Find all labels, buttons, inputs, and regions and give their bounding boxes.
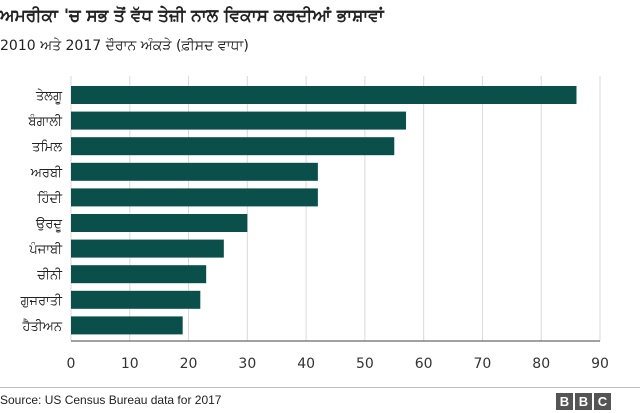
bbc-logo-letter: B <box>556 393 573 410</box>
category-label: ਉਰਦੂ <box>35 217 62 232</box>
bar <box>71 265 207 284</box>
source-note: Source: US Census Bureau data for 2017 <box>0 393 222 407</box>
bar <box>71 137 395 156</box>
bar <box>71 290 201 309</box>
x-tick-label: 80 <box>532 356 550 372</box>
x-tick-label: 60 <box>415 356 433 372</box>
bar <box>71 214 248 232</box>
category-label: ਹੈਤੀਅਨ <box>21 318 62 334</box>
x-tick-label: 30 <box>238 356 256 372</box>
bbc-logo-letter: B <box>575 393 592 410</box>
x-tick-label: 90 <box>591 356 609 372</box>
bar <box>71 239 224 258</box>
category-label: ਤਮਿਲ <box>31 140 62 155</box>
bar <box>71 162 318 181</box>
bar <box>71 188 318 207</box>
x-tick-label: 0 <box>67 356 76 372</box>
category-label: ਪੰਜਾਬੀ <box>28 242 63 258</box>
category-label: ਅਰਬੀ <box>30 166 63 181</box>
chart-subtitle: 2010 ਅਤੇ 2017 ਦੌਰਾਨ ਅੰਕੜੇ (ਫ਼ੀਸਦ ਵਾਧਾ) <box>0 38 249 54</box>
x-tick-label: 70 <box>474 356 492 372</box>
bar <box>71 316 183 335</box>
x-tick-label: 10 <box>121 356 139 372</box>
category-label: ਹਿੰਦੀ <box>36 190 63 206</box>
bbc-logo: B B C <box>556 393 611 410</box>
category-label: ਚੀਨੀ <box>36 268 63 283</box>
x-tick-label: 50 <box>356 356 374 372</box>
category-label: ਤੇਲਗੂ <box>35 89 63 104</box>
bar <box>71 86 577 104</box>
footer-divider <box>0 387 640 388</box>
x-tick-label: 20 <box>180 356 198 372</box>
category-label: ਗੁਜਰਾਤੀ <box>19 294 63 309</box>
bbc-logo-letter: C <box>594 393 611 410</box>
chart-title: ਅਮਰੀਕਾ 'ਚ ਸਭ ਤੋਂ ਵੱਧ ਤੇਜ਼ੀ ਨਾਲ ਵਿਕਾਸ ਕਰਦ… <box>0 6 384 26</box>
bar-chart: 0 10 20 30 40 50 60 70 80 90 ਤੇਲਗੂ ਬੰਗਾਲੀ ਤਮਿਲ ਅਰਬੀ ਹਿ… <box>19 76 609 372</box>
category-label: ਬੰਗਾਲੀ <box>27 114 63 130</box>
x-tick-label: 40 <box>297 356 315 372</box>
bar <box>71 111 407 130</box>
